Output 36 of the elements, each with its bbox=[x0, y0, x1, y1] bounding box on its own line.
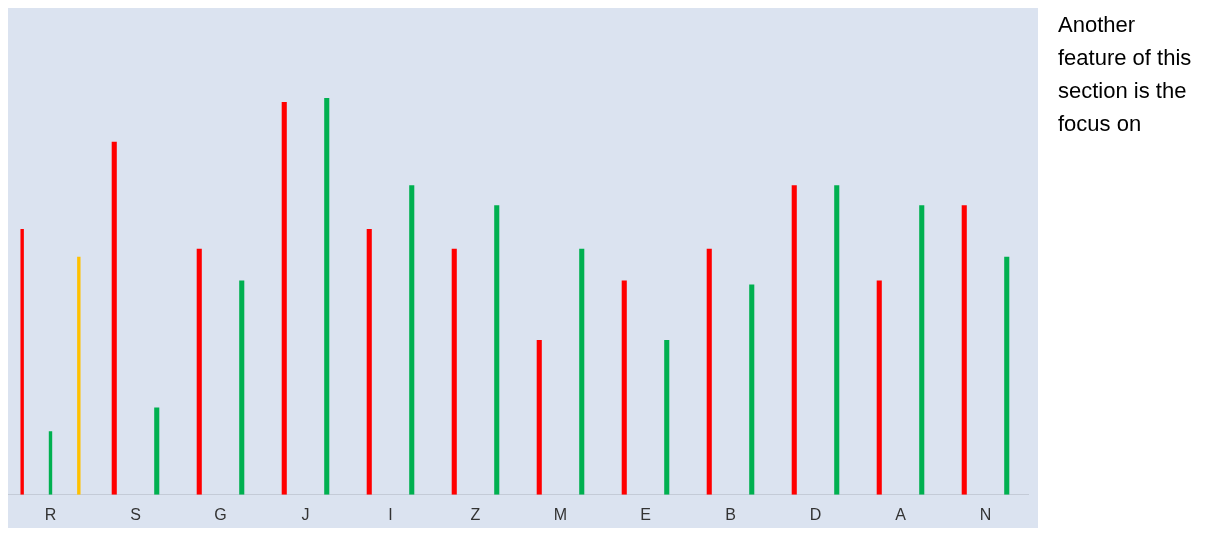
bar bbox=[791, 185, 797, 495]
bar bbox=[366, 228, 372, 495]
bar bbox=[77, 256, 81, 495]
x-tick-label: Z bbox=[470, 505, 481, 523]
x-tick-label: B bbox=[725, 505, 736, 523]
bar bbox=[451, 248, 457, 495]
x-tick-label: E bbox=[640, 505, 651, 523]
bar bbox=[706, 248, 712, 495]
bar bbox=[919, 205, 925, 495]
bar bbox=[111, 141, 117, 495]
bar bbox=[621, 280, 627, 495]
bar bbox=[154, 407, 160, 495]
bar bbox=[961, 205, 967, 495]
x-tick-label: G bbox=[214, 505, 227, 523]
x-tick-label: J bbox=[301, 505, 310, 523]
bar bbox=[579, 248, 585, 495]
bar bbox=[834, 185, 840, 495]
x-tick-label: N bbox=[979, 505, 992, 523]
bar bbox=[536, 340, 542, 495]
bar bbox=[494, 205, 500, 495]
bar bbox=[239, 280, 245, 495]
bar bbox=[664, 340, 670, 495]
x-tick-label: S bbox=[130, 505, 141, 523]
bar bbox=[196, 248, 202, 495]
bar bbox=[876, 280, 882, 495]
x-tick-label: M bbox=[553, 505, 568, 523]
bar bbox=[1004, 256, 1010, 495]
bar bbox=[281, 101, 287, 495]
bar bbox=[409, 185, 415, 495]
x-tick-label: A bbox=[895, 505, 907, 523]
bar bbox=[324, 98, 330, 495]
text: Another feature of this section is the focus on bbox=[1058, 11, 1193, 138]
bar bbox=[749, 284, 755, 495]
x-tick-label: D bbox=[809, 505, 822, 523]
x-tick-label: R bbox=[44, 505, 57, 523]
x-tick-label: I bbox=[388, 505, 393, 523]
